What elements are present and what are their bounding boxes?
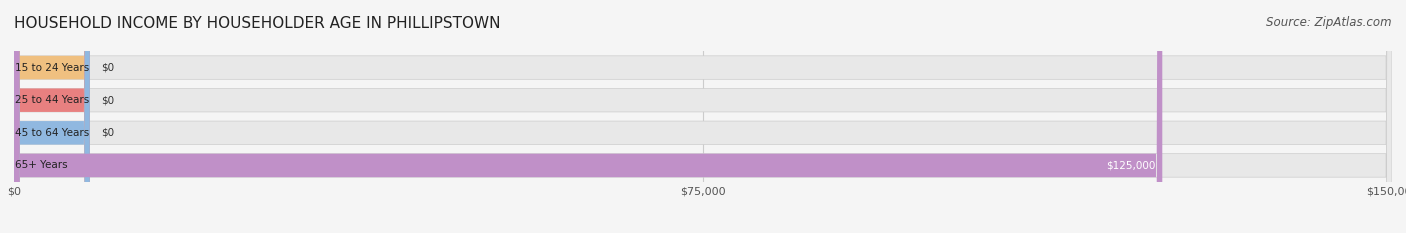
Text: 25 to 44 Years: 25 to 44 Years xyxy=(15,95,90,105)
Text: 45 to 64 Years: 45 to 64 Years xyxy=(15,128,90,138)
Text: $125,000: $125,000 xyxy=(1107,161,1156,170)
FancyBboxPatch shape xyxy=(14,0,90,233)
FancyBboxPatch shape xyxy=(14,0,1392,233)
Text: $0: $0 xyxy=(101,63,114,72)
Text: 15 to 24 Years: 15 to 24 Years xyxy=(15,63,90,72)
FancyBboxPatch shape xyxy=(14,0,90,233)
Text: HOUSEHOLD INCOME BY HOUSEHOLDER AGE IN PHILLIPSTOWN: HOUSEHOLD INCOME BY HOUSEHOLDER AGE IN P… xyxy=(14,16,501,31)
FancyBboxPatch shape xyxy=(14,0,1392,233)
Text: $0: $0 xyxy=(101,95,114,105)
Text: 65+ Years: 65+ Years xyxy=(15,161,67,170)
FancyBboxPatch shape xyxy=(14,0,1392,233)
Text: Source: ZipAtlas.com: Source: ZipAtlas.com xyxy=(1267,16,1392,29)
FancyBboxPatch shape xyxy=(14,0,1392,233)
FancyBboxPatch shape xyxy=(14,0,90,233)
Text: $0: $0 xyxy=(101,128,114,138)
FancyBboxPatch shape xyxy=(14,0,1163,233)
